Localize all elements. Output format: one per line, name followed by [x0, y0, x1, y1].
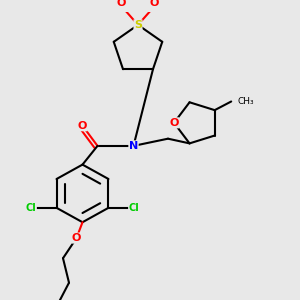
Text: N: N	[129, 141, 138, 151]
Text: O: O	[117, 0, 126, 8]
Text: S: S	[134, 20, 142, 30]
Text: Cl: Cl	[26, 203, 36, 213]
Text: O: O	[72, 233, 81, 243]
Text: Cl: Cl	[129, 203, 140, 213]
Text: O: O	[78, 121, 87, 131]
Text: O: O	[169, 118, 179, 128]
Text: O: O	[150, 0, 159, 8]
Text: CH₃: CH₃	[238, 97, 254, 106]
